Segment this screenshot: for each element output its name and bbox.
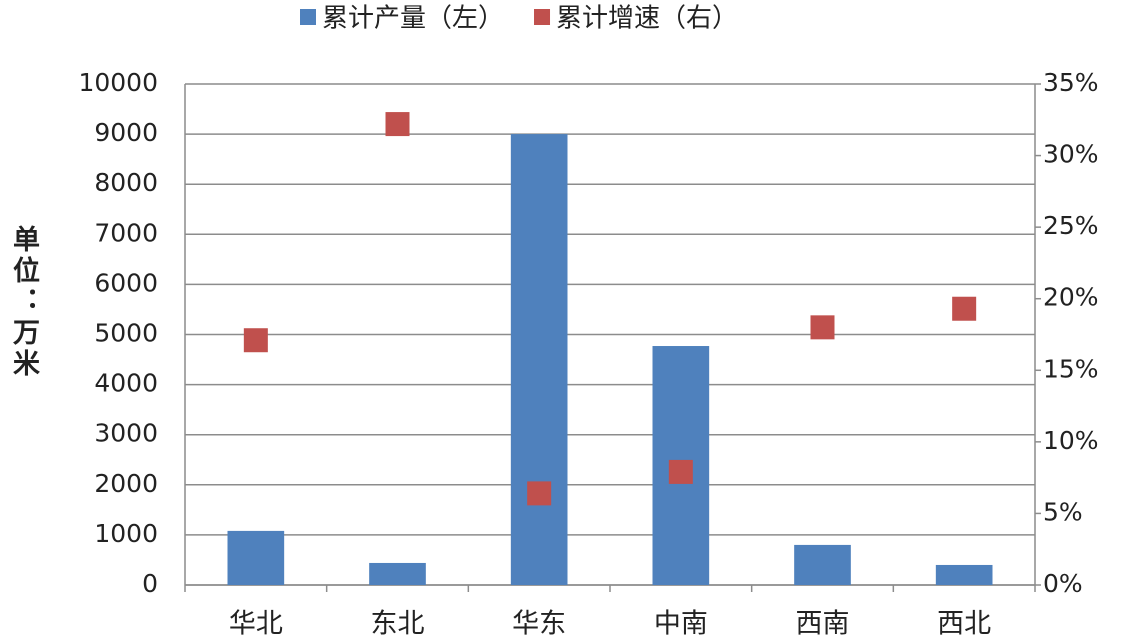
bar	[510, 134, 568, 585]
marker	[810, 315, 835, 340]
bar	[369, 562, 426, 585]
y-tick-label: 5000	[94, 319, 158, 348]
y-tick-label: 0	[142, 569, 158, 598]
bar	[794, 544, 851, 585]
marker	[952, 296, 977, 321]
bar	[227, 530, 285, 585]
marker	[527, 481, 552, 506]
x-tick-label: 中南	[654, 609, 708, 640]
legend-swatch	[534, 9, 551, 25]
y-tick-label: 4000	[94, 369, 158, 398]
x-tick-label: 华北	[229, 609, 283, 640]
y2-tick-label: 0%	[1043, 569, 1083, 598]
y-tick-label: 1000	[94, 519, 158, 548]
legend-label: 累计增速（右）	[556, 4, 738, 34]
x-tick-label: 西南	[796, 609, 850, 640]
y-tick-label: 7000	[94, 218, 158, 247]
y-tick-label: 3000	[94, 419, 158, 448]
x-tick-label: 华东	[512, 609, 566, 640]
marker	[668, 459, 693, 484]
marker	[385, 112, 410, 137]
y2-tick-label: 25%	[1043, 211, 1099, 240]
y2-tick-label: 30%	[1043, 140, 1099, 169]
y-tick-label: 2000	[94, 469, 158, 498]
y2-tick-label: 35%	[1043, 68, 1099, 97]
marker	[243, 328, 268, 353]
y2-tick-label: 10%	[1043, 426, 1099, 455]
y2-tick-label: 5%	[1043, 497, 1083, 526]
y-tick-label: 9000	[94, 118, 158, 147]
x-tick-label: 东北	[371, 609, 425, 640]
y-axis-label: 单位：万米	[8, 225, 39, 380]
y-tick-label: 6000	[94, 268, 158, 297]
legend-swatch	[300, 9, 316, 25]
legend-label: 累计产量（左）	[322, 4, 504, 34]
x-tick-label: 西北	[937, 609, 991, 640]
bar	[935, 564, 993, 585]
y2-tick-label: 15%	[1043, 354, 1099, 383]
y-tick-label: 8000	[94, 168, 158, 197]
y2-tick-label: 20%	[1043, 283, 1099, 312]
y-tick-label: 10000	[78, 68, 158, 97]
